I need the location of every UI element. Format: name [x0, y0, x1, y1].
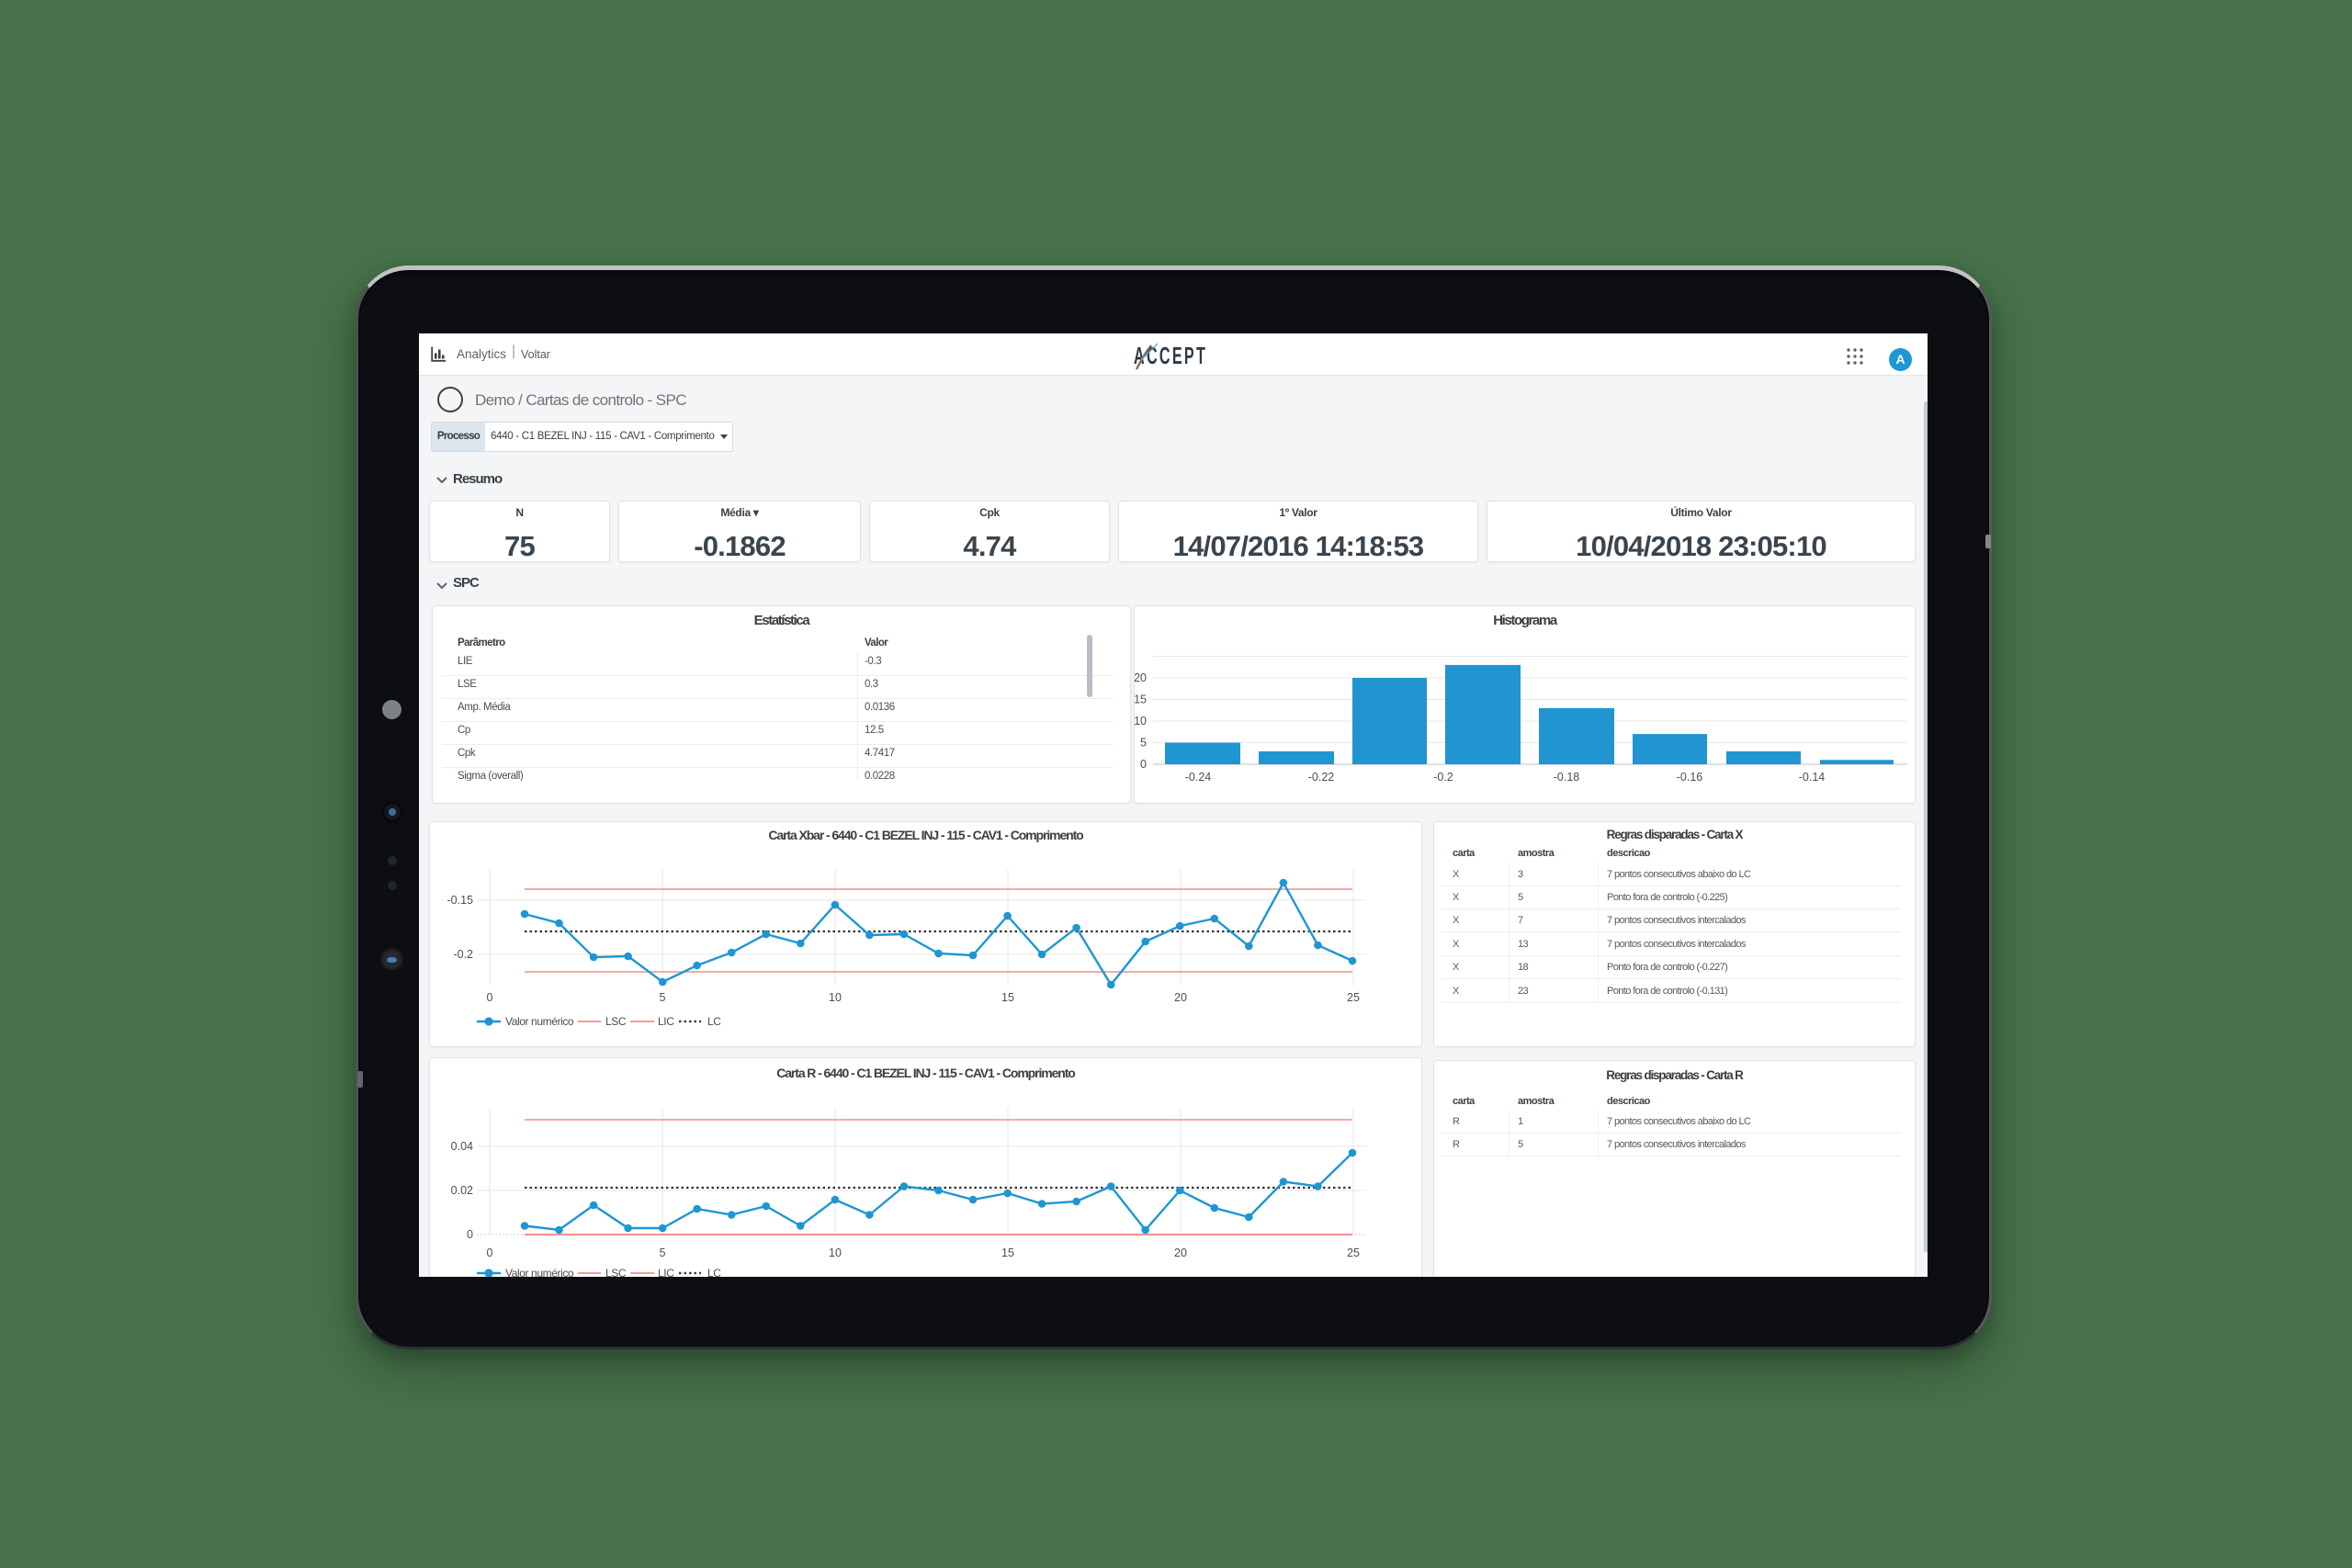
svg-text:0.04: 0.04: [451, 1140, 473, 1153]
svg-text:5: 5: [1140, 737, 1147, 750]
svg-text:5: 5: [660, 1247, 666, 1259]
svg-text:-0.15: -0.15: [447, 894, 474, 907]
svg-text:-0.2: -0.2: [453, 948, 473, 961]
svg-text:-0.16: -0.16: [1677, 771, 1703, 784]
svg-text:20: 20: [1174, 991, 1187, 1004]
svg-text:LC: LC: [707, 1015, 721, 1028]
svg-text:10: 10: [1135, 715, 1147, 728]
svg-text:15: 15: [1135, 694, 1147, 706]
svg-text:15: 15: [1001, 991, 1014, 1004]
svg-text:-0.14: -0.14: [1799, 771, 1826, 784]
svg-text:10: 10: [829, 991, 842, 1004]
svg-text:15: 15: [1001, 1247, 1014, 1259]
svg-text:LIC: LIC: [658, 1267, 674, 1277]
svg-text:0: 0: [1140, 758, 1147, 771]
svg-text:-0.18: -0.18: [1554, 771, 1580, 784]
svg-text:0.02: 0.02: [451, 1184, 473, 1197]
svg-text:LSC: LSC: [605, 1015, 627, 1028]
svg-text:0: 0: [487, 991, 493, 1004]
svg-text:0: 0: [467, 1228, 473, 1241]
svg-text:-0.22: -0.22: [1308, 771, 1335, 784]
svg-text:Valor numérico: Valor numérico: [505, 1267, 574, 1277]
svg-text:25: 25: [1347, 991, 1360, 1004]
svg-text:-0.24: -0.24: [1185, 771, 1212, 784]
svg-text:5: 5: [660, 991, 666, 1004]
svg-text:LIC: LIC: [658, 1015, 674, 1028]
svg-text:20: 20: [1135, 671, 1147, 684]
svg-text:10: 10: [829, 1247, 842, 1259]
svg-text:0: 0: [487, 1247, 493, 1259]
svg-text:20: 20: [1174, 1247, 1187, 1259]
svg-text:Valor numérico: Valor numérico: [505, 1015, 574, 1028]
svg-text:25: 25: [1347, 1247, 1360, 1259]
svg-text:LSC: LSC: [605, 1267, 627, 1277]
svg-text:LC: LC: [707, 1267, 721, 1277]
svg-text:-0.2: -0.2: [1433, 771, 1453, 784]
